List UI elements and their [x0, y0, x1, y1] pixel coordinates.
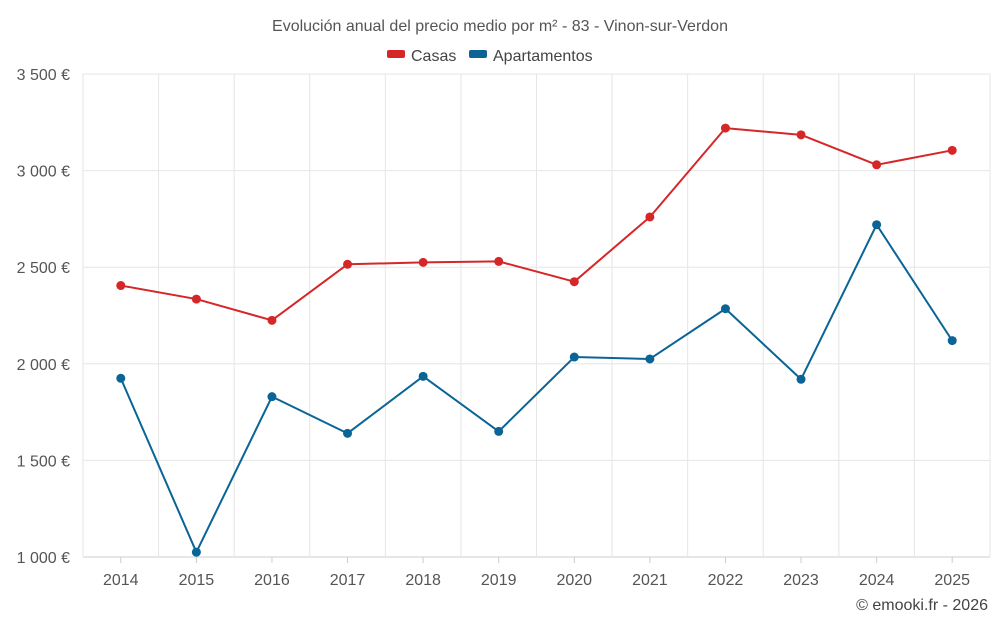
data-point-apartamentos[interactable]	[494, 426, 504, 436]
x-tick-label: 2024	[859, 572, 895, 589]
data-point-apartamentos[interactable]	[116, 373, 126, 383]
data-point-casas[interactable]	[116, 281, 126, 291]
data-point-apartamentos[interactable]	[947, 336, 957, 346]
data-point-casas[interactable]	[947, 145, 957, 155]
data-point-casas[interactable]	[267, 315, 277, 325]
chart-series	[116, 123, 957, 557]
data-point-apartamentos[interactable]	[872, 220, 882, 230]
data-point-apartamentos[interactable]	[569, 352, 579, 362]
y-tick-label: 2 000 €	[17, 357, 70, 374]
legend-swatch-apartamentos	[469, 50, 487, 58]
x-tick-label: 2014	[103, 572, 139, 589]
data-point-apartamentos[interactable]	[343, 428, 353, 438]
data-point-casas[interactable]	[645, 212, 655, 222]
data-point-casas[interactable]	[569, 277, 579, 287]
legend-item-apartamentos[interactable]: Apartamentos	[469, 48, 593, 65]
x-tick-label: 2017	[330, 572, 366, 589]
x-tick-label: 2022	[708, 572, 744, 589]
chart-title: Evolución anual del precio medio por m² …	[272, 18, 728, 35]
legend-label-apartamentos: Apartamentos	[493, 48, 593, 65]
x-tick-label: 2015	[179, 572, 215, 589]
x-axis: 2014 2015 2016 2017 2018 2019 2020 2021 2022 2023…	[103, 557, 970, 589]
data-point-apartamentos[interactable]	[720, 304, 730, 314]
x-tick-label: 2020	[556, 572, 592, 589]
x-tick-label: 2025	[934, 572, 970, 589]
y-tick-label: 2 500 €	[17, 260, 70, 277]
y-tick-label: 3 500 €	[17, 67, 70, 84]
data-point-casas[interactable]	[796, 130, 806, 140]
chart-legend: Casas Apartamentos	[387, 48, 593, 65]
x-tick-label: 2018	[405, 572, 441, 589]
data-point-casas[interactable]	[191, 294, 201, 304]
y-tick-label: 3 000 €	[17, 164, 70, 181]
y-axis: 1 000 € 1 500 € 2 000 € 2 500 € 3 000 € 3 500…	[17, 67, 70, 567]
data-point-casas[interactable]	[872, 160, 882, 170]
series-line-casas	[120, 127, 953, 322]
x-tick-label: 2021	[632, 572, 668, 589]
data-point-apartamentos[interactable]	[796, 374, 806, 384]
data-point-casas[interactable]	[494, 256, 504, 266]
x-tick-label: 2016	[254, 572, 290, 589]
y-tick-label: 1 000 €	[17, 550, 70, 567]
data-point-apartamentos[interactable]	[267, 392, 277, 402]
x-tick-label: 2019	[481, 572, 517, 589]
series-line-apartamentos	[119, 223, 954, 554]
chart-credit: © emooki.fr - 2026	[856, 597, 988, 614]
data-point-apartamentos[interactable]	[418, 371, 428, 381]
chart-grid	[82, 73, 991, 558]
data-point-apartamentos[interactable]	[191, 547, 201, 557]
legend-item-casas[interactable]: Casas	[387, 48, 456, 65]
data-point-casas[interactable]	[418, 257, 428, 267]
x-tick-label: 2023	[783, 572, 819, 589]
data-point-apartamentos[interactable]	[645, 354, 655, 364]
y-tick-label: 1 500 €	[17, 453, 70, 470]
data-point-casas[interactable]	[720, 123, 730, 133]
legend-label-casas: Casas	[411, 48, 456, 65]
legend-swatch-casas	[387, 50, 405, 58]
data-point-casas[interactable]	[343, 259, 353, 269]
